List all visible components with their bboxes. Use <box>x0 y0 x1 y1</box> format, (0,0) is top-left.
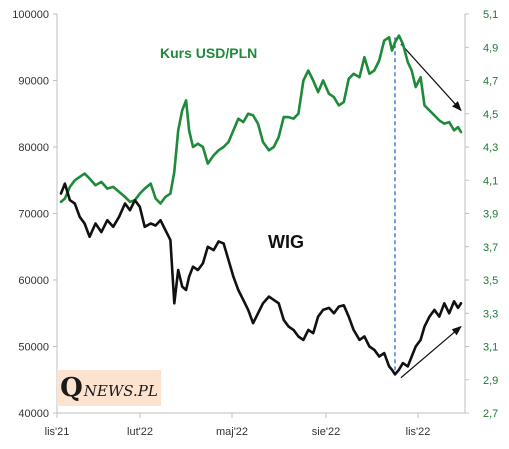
x-tick-label: sie'22 <box>312 426 340 438</box>
axes-group: 40000 50000 60000 70000 80000 90000 100000 2,7 2… <box>12 9 498 438</box>
right-tick-label: 4,3 <box>483 142 498 154</box>
logo-q-letter: Q <box>60 373 83 403</box>
wig-line <box>59 182 463 376</box>
right-tick-label: 3,5 <box>483 275 498 287</box>
left-tick-label: 50000 <box>18 342 49 354</box>
right-tick-label: 3,3 <box>483 308 498 320</box>
logo-text: NEWS.PL <box>83 382 158 400</box>
right-tick-label: 2,7 <box>483 408 498 420</box>
right-tick-label: 3,7 <box>483 242 498 254</box>
qnews-logo: Q NEWS.PL <box>57 370 161 406</box>
right-tick-label: 3,1 <box>483 342 498 354</box>
right-tick-label: 4,5 <box>483 109 498 121</box>
series-group <box>59 34 463 376</box>
x-tick-label: lis'21 <box>45 426 70 438</box>
usdpln-line <box>59 34 463 205</box>
annotations-group <box>394 37 462 379</box>
left-tick-label: 90000 <box>18 76 49 88</box>
right-tick-label: 4,7 <box>483 76 498 88</box>
x-tick-label: lis'22 <box>406 426 431 438</box>
right-tick-label: 4,1 <box>483 175 498 187</box>
left-tick-label: 100000 <box>12 9 49 21</box>
left-tick-label: 40000 <box>18 408 49 420</box>
right-tick-label: 2,9 <box>483 375 498 387</box>
wig-trend-arrow <box>400 325 462 379</box>
right-tick-label: 4,9 <box>483 42 498 54</box>
left-tick-label: 60000 <box>18 275 49 287</box>
series-label-wig: WIG <box>268 232 304 252</box>
left-tick-label: 80000 <box>18 142 49 154</box>
right-tick-label: 5,1 <box>483 9 498 21</box>
series-label-usdpln: Kurs USD/PLN <box>160 45 257 61</box>
left-tick-label: 70000 <box>18 209 49 221</box>
x-tick-label: lut'22 <box>127 426 153 438</box>
usdpln-trend-arrow <box>400 43 462 112</box>
right-tick-label: 3,9 <box>483 209 498 221</box>
x-tick-label: maj'22 <box>216 426 248 438</box>
